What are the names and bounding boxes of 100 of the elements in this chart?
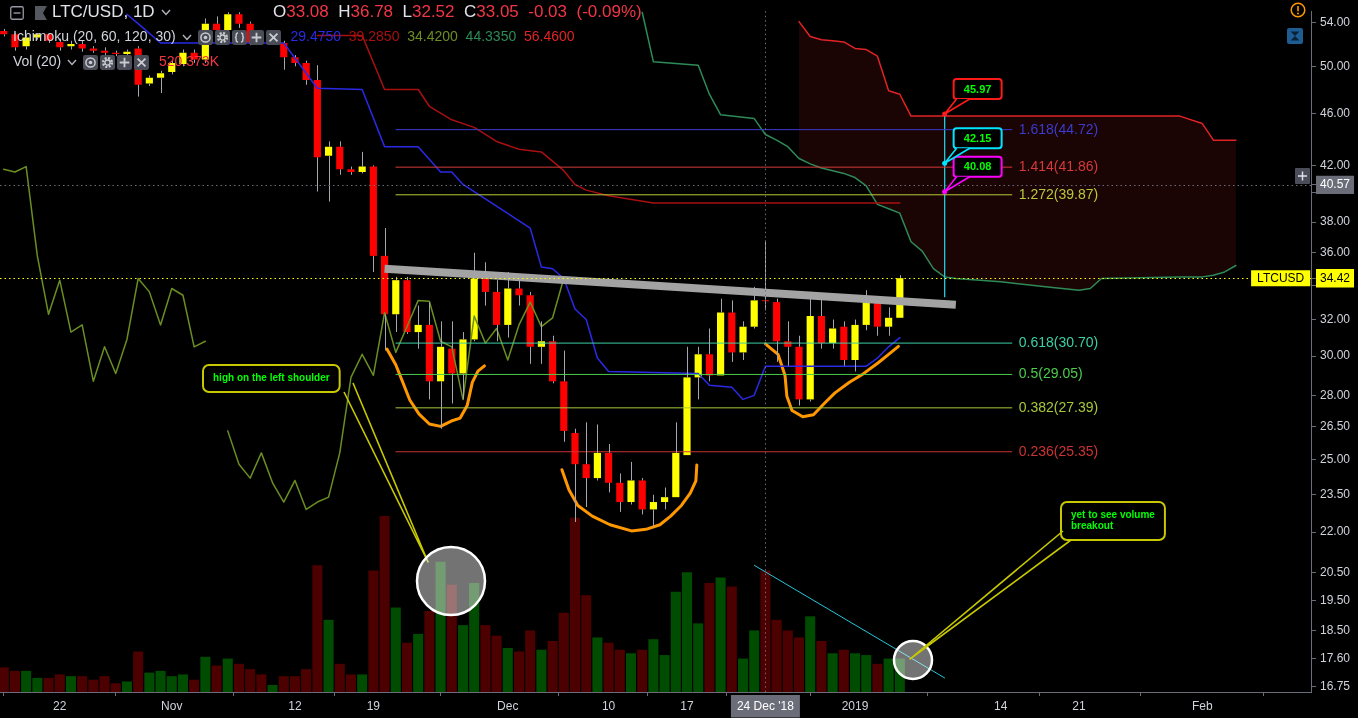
annotation: 1.618(44.72) [1018,120,1099,137]
candlestick [560,350,568,443]
x-tick-label: 14 [993,698,1008,713]
bar [760,570,771,692]
candlestick [840,320,848,367]
candlestick [436,320,445,430]
y-tick-label: 23.50 [1320,487,1351,502]
candlestick [638,477,646,515]
bar [480,625,491,692]
y-tick-label: 32.00 [1320,311,1351,326]
bar [357,674,368,692]
bar [144,672,155,692]
candlestick [661,487,669,510]
y-tick-label: 16.75 [1320,679,1351,694]
candlestick [683,346,691,456]
bar [222,658,233,692]
candlestick [414,305,422,350]
x-tick-label: 19 [366,698,381,713]
candlestick [145,74,153,87]
bar [189,679,200,692]
candlestick [235,11,243,29]
bar [648,639,659,692]
y-tick-label: 50.00 [1320,58,1351,73]
candlestick [313,64,321,193]
annotation: 1.272(39.87) [1018,185,1099,202]
y-tick-label: 46.00 [1320,105,1351,120]
bar [401,642,413,692]
bar [121,681,132,692]
y-tick-label: 22.00 [1320,524,1351,539]
bar [390,607,401,692]
y-tick-label: 19.50 [1320,592,1351,607]
bar [424,611,435,692]
bar [379,516,390,692]
x-tick-label: Feb [1191,698,1213,713]
y-tick-label: 54.00 [1320,14,1351,29]
annotation: 0.5(29.05) [1018,365,1083,382]
text: O33.08 H36.78 L32.52 C33.05 -0.03 (-0.09%) [273,2,642,21]
bar [435,561,446,692]
candlestick [324,140,333,203]
bar [704,582,715,692]
x-tick-label: 10 [601,698,616,713]
y-tick-label: 18.50 [1320,622,1351,637]
candlestick [156,70,165,94]
candlestick [728,299,736,363]
bar [65,676,76,692]
candlestick [89,45,97,54]
y-tick-label: 25.00 [1320,451,1351,466]
candlestick [851,319,859,373]
candlestick [593,423,601,481]
candlestick [739,320,747,361]
bar [827,653,838,692]
annotation: 45.97 [963,82,992,95]
candlestick [885,306,893,337]
bar [637,649,648,692]
bar [625,653,637,692]
x-tick-label: Nov [161,698,183,713]
candlestick [336,140,344,176]
bar [872,663,883,692]
candlestick [0,28,8,37]
x-tick-label: 2019 [841,698,869,713]
candlestick [369,166,377,273]
y-tick-label: 34.42 [1320,270,1351,285]
bar [715,577,726,692]
y-tick-label: 28.00 [1320,387,1351,402]
bar [446,584,457,692]
x-tick-label: 12 [288,698,302,713]
y-tick-label: 40.57 [1320,177,1351,192]
bar [592,637,603,692]
series-label: 29.4750 [290,28,342,44]
candlestick [717,298,725,376]
candlestick [649,494,657,528]
x-tick-label: 22 [53,698,67,713]
candlestick [403,276,411,335]
text: 44.3350 [465,28,517,44]
bar [805,616,816,692]
x-tick-label: 24 Dec '18 [736,698,795,713]
candlestick [672,421,680,498]
bar [536,649,547,692]
bar [816,640,827,692]
y-tick-label: 20.50 [1320,564,1351,579]
y-tick-label: 17.60 [1320,651,1351,666]
candlestick [795,335,803,407]
bar [368,570,379,692]
y-tick-label: 36.00 [1320,245,1351,260]
annotation: LTCUSD [1257,271,1305,286]
annotation: 1.414(41.86) [1018,158,1099,175]
candlestick [582,421,590,508]
candlestick [773,298,781,363]
candlestick [705,328,713,382]
annotation: yet to see volume breakout [1071,508,1156,531]
y-tick-label: 26.50 [1320,418,1351,433]
annotation: 0.236(25.35) [1018,442,1099,459]
bar [211,665,222,692]
text: 34.4200 [407,28,458,44]
bar [267,684,278,692]
bar [323,619,334,692]
bar [413,633,424,692]
y-tick-label: 30.00 [1320,348,1351,363]
candlestick [616,472,624,513]
bar [726,586,737,692]
